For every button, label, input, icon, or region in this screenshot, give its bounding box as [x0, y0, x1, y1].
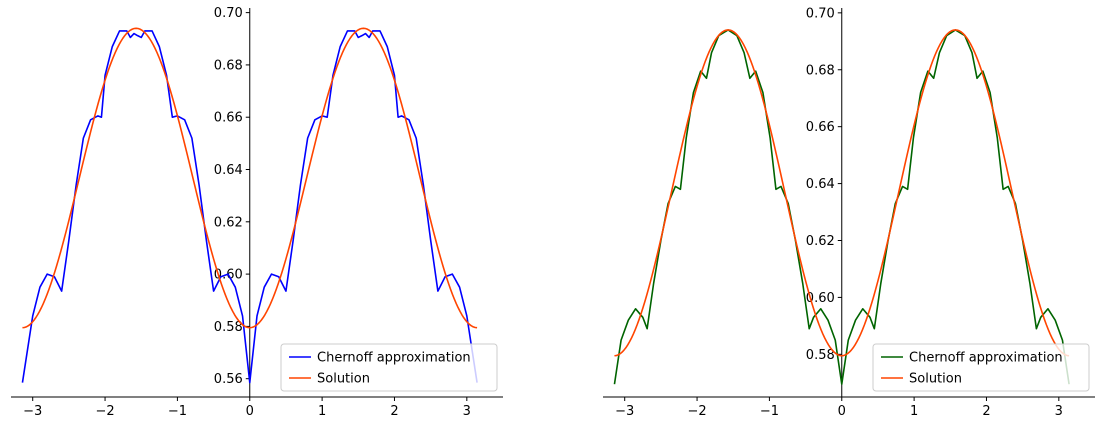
y-tick-label: 0.64 — [806, 177, 835, 192]
x-tick-label: 0 — [246, 404, 254, 419]
x-tick-label: −3 — [615, 404, 634, 419]
y-tick-label: 0.64 — [214, 163, 243, 178]
x-tick-label: −1 — [760, 404, 779, 419]
legend-frame — [280, 343, 498, 392]
x-tick-label: −3 — [23, 404, 42, 419]
y-tick-label: 0.62 — [214, 215, 243, 230]
x-tick-label: −2 — [687, 404, 706, 419]
legend-label: Chernoff approximation — [909, 351, 1063, 366]
legend-label: Solution — [909, 372, 962, 387]
series-line-chernoff-approximation — [613, 29, 1070, 385]
x-tick-label: 3 — [1055, 404, 1063, 419]
x-tick-label: 1 — [910, 404, 918, 419]
legend-label: Chernoff approximation — [317, 351, 471, 366]
y-tick-label: 0.70 — [214, 6, 243, 21]
legend-label: Solution — [317, 372, 370, 387]
y-tick-label: 0.62 — [806, 234, 835, 249]
y-tick-label: 0.68 — [806, 63, 835, 78]
y-tick-label: 0.70 — [806, 6, 835, 21]
y-tick-label: 0.56 — [214, 372, 243, 387]
x-tick-label: 0 — [838, 404, 846, 419]
y-tick-label: 0.60 — [806, 291, 835, 306]
x-tick-label: 2 — [390, 404, 398, 419]
left-plot: −3 −2 −1 0 1 2 30.560.580.600.620.640.660.680.… — [11, 6, 503, 419]
y-tick-label: 0.66 — [214, 111, 243, 126]
series-line-solution — [22, 27, 478, 329]
legend-frame — [872, 343, 1090, 392]
legend: Chernoff approximation Solution — [280, 343, 498, 392]
y-tick-label: 0.66 — [806, 120, 835, 135]
y-tick-label: 0.68 — [214, 58, 243, 73]
x-tick-label: 1 — [318, 404, 326, 419]
series-line-chernoff-approximation — [21, 30, 478, 384]
x-tick-label: 3 — [463, 404, 471, 419]
y-tick-label: 0.58 — [806, 348, 835, 363]
x-tick-label: 2 — [982, 404, 990, 419]
series-line-solution — [614, 29, 1070, 357]
x-tick-label: −2 — [95, 404, 114, 419]
legend: Chernoff approximation Solution — [872, 343, 1090, 392]
right-plot: −3 −2 −1 0 1 2 3 0.58 0.60 0.62 0.64 0.66 0.68 0.70 Ch… — [603, 6, 1095, 419]
x-tick-label: −1 — [168, 404, 187, 419]
y-tick-label: 0.58 — [214, 320, 243, 335]
